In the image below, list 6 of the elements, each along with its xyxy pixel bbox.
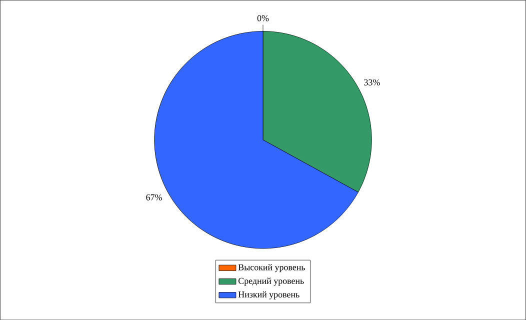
legend-label: Низкий уровень	[238, 291, 300, 300]
data-label: 67%	[146, 194, 162, 200]
text: 0%	[257, 15, 269, 22]
legend-label: Средний уровень	[238, 278, 304, 286]
data-label: 33%	[364, 79, 380, 86]
legend-label: Высокий уровень	[238, 264, 305, 272]
